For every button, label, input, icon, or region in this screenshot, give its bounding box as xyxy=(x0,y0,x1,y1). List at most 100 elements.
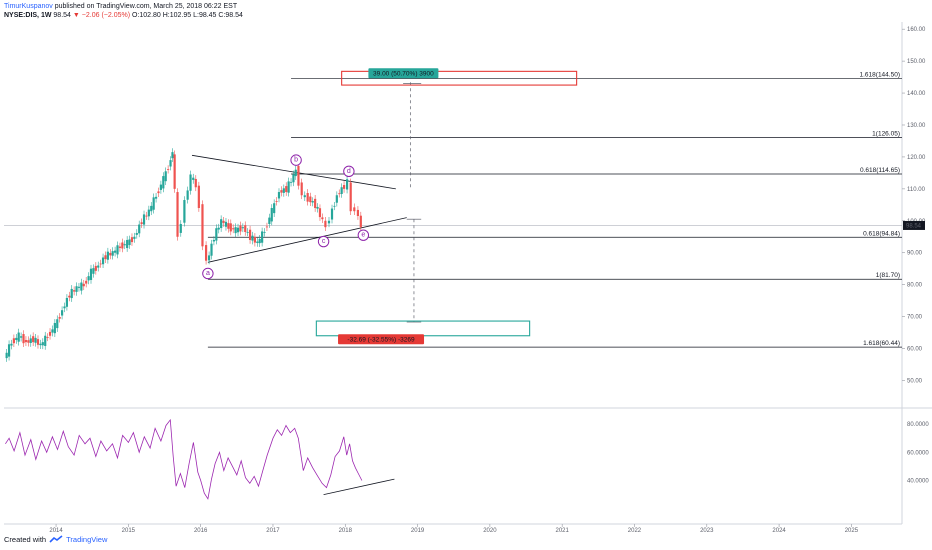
candle-body xyxy=(173,154,176,189)
candle-body xyxy=(17,332,20,342)
candle-body xyxy=(53,322,56,334)
candle-body xyxy=(316,206,319,209)
candle-body xyxy=(87,276,90,281)
candle-body xyxy=(340,187,343,194)
candle-body xyxy=(41,342,44,346)
candle-body xyxy=(36,339,40,345)
publisher-line: TimurKuspanov published on TradingView.c… xyxy=(4,3,237,10)
candle-body xyxy=(24,340,28,343)
price-axis-label: 70.00 xyxy=(907,315,923,321)
candle-body xyxy=(63,306,66,309)
rsi-axis-label: 40.0000 xyxy=(907,479,929,485)
candle-body xyxy=(292,174,295,183)
candle-body xyxy=(294,169,297,177)
candle-body xyxy=(171,152,174,159)
time-axis-label: 2023 xyxy=(700,528,714,534)
price-axis-label: 90.00 xyxy=(907,251,923,257)
candle-body xyxy=(152,197,155,210)
candle-body xyxy=(97,265,100,268)
candle-body xyxy=(236,227,240,233)
candle-body xyxy=(58,317,61,319)
candle-body xyxy=(65,297,69,307)
candle-body xyxy=(7,344,11,357)
candle-body xyxy=(27,340,30,343)
symbol-label: NYSE:DIS, 1W xyxy=(4,12,52,19)
candle-body xyxy=(60,310,64,316)
author-link[interactable]: TimurKuspanov xyxy=(4,3,53,10)
time-axis-label: 2017 xyxy=(266,528,280,534)
candle-body xyxy=(75,286,78,292)
candle-body xyxy=(280,190,283,193)
candle-body xyxy=(289,181,293,183)
fib-level-label: 0.618(114.65) xyxy=(860,167,900,174)
candle-body xyxy=(32,336,35,343)
candle-body xyxy=(135,233,138,235)
candle-body xyxy=(99,263,102,265)
candle-body xyxy=(210,243,213,256)
wave-label-text: b xyxy=(294,157,298,164)
candle-body xyxy=(48,331,52,336)
candle-body xyxy=(169,160,172,167)
candle-body xyxy=(164,171,167,182)
candle-body xyxy=(154,196,158,199)
candle-body xyxy=(300,182,303,196)
candle-body xyxy=(73,290,76,292)
candle-body xyxy=(197,185,200,209)
target-up-label: 39.00 (50.70%) 3900 xyxy=(373,71,434,78)
wave-label-text: e xyxy=(361,232,365,239)
price-axis-label: 50.00 xyxy=(907,378,923,384)
candle-body xyxy=(157,191,160,194)
candle-body xyxy=(224,221,228,227)
last-price: 98.54 xyxy=(53,12,71,19)
candle-body xyxy=(239,225,242,232)
time-axis-label: 2015 xyxy=(122,528,136,534)
fib-level-label: 1.618(144.50) xyxy=(860,72,900,79)
tradingview-brand[interactable]: TradingView xyxy=(66,535,108,544)
candle-body xyxy=(220,219,223,229)
candle-body xyxy=(183,200,186,223)
candle-body xyxy=(22,334,25,344)
candle-body xyxy=(246,231,249,233)
fib-level-label: 0.618(94.84) xyxy=(863,230,900,237)
candle-body xyxy=(51,329,54,333)
candle-body xyxy=(263,231,266,233)
rsi-trendline xyxy=(323,478,395,496)
wave-label-a: a xyxy=(202,267,214,280)
candle-body xyxy=(142,214,146,225)
candle-body xyxy=(275,200,278,202)
candle-body xyxy=(80,282,83,291)
candle-body xyxy=(251,235,254,241)
rsi-axis-label: 80.0000 xyxy=(907,422,929,428)
candle-body xyxy=(29,338,32,343)
candle-body xyxy=(68,295,71,298)
candle-body xyxy=(94,265,97,271)
candle-body xyxy=(20,336,23,338)
ohlc-values: O:102.80 H:102.95 L:98.45 C:98.54 xyxy=(132,12,243,19)
time-axis-label: 2024 xyxy=(772,528,786,534)
candle-body xyxy=(318,208,322,218)
wave-label-text: a xyxy=(206,270,210,277)
candle-body xyxy=(324,220,327,228)
candle-body xyxy=(327,220,331,224)
footer: Created with TradingView xyxy=(4,535,107,544)
candle-body xyxy=(101,257,105,265)
candle-body xyxy=(133,236,136,239)
candle-body xyxy=(287,181,290,193)
candle-body xyxy=(162,176,165,189)
wave-circle xyxy=(357,229,370,241)
candle-body xyxy=(34,337,37,343)
candle-body xyxy=(229,223,232,232)
wave-circle xyxy=(202,267,214,280)
candle-body xyxy=(77,286,81,288)
candle-body xyxy=(150,205,153,212)
candle-body xyxy=(15,337,18,341)
price-axis-label: 160.00 xyxy=(907,27,926,33)
candle-body xyxy=(46,337,49,338)
candle-body xyxy=(89,268,93,280)
triangle-lower-trendline xyxy=(207,217,407,263)
fib-level-label: 1.618(60.44) xyxy=(863,340,900,347)
time-axis-label: 2018 xyxy=(339,528,353,534)
candle-body xyxy=(39,343,42,346)
wave-label-text: d xyxy=(347,168,351,175)
